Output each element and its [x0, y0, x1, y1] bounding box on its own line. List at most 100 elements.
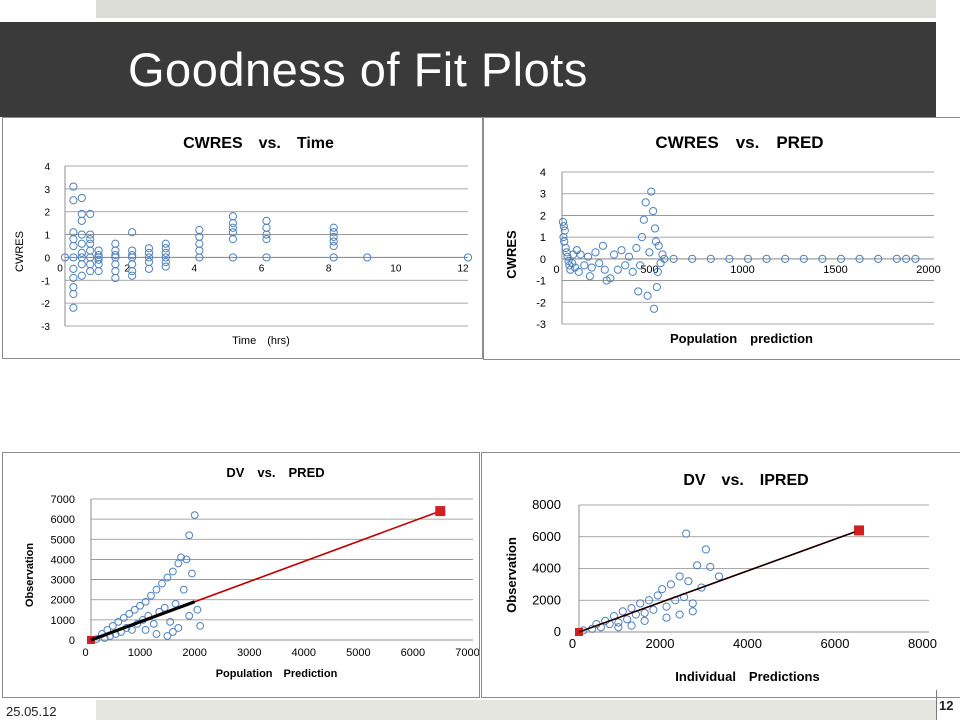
- x-axis-label: Population prediction: [670, 331, 826, 346]
- data-point: [77, 239, 86, 248]
- data-point: [69, 264, 78, 273]
- data-point: [632, 243, 641, 253]
- x-tick-label: 3000: [237, 647, 272, 659]
- data-point: [658, 250, 667, 259]
- y-tick-label: 6000: [51, 514, 86, 526]
- x-tick-label: 2000: [182, 647, 217, 659]
- data-point: [77, 230, 86, 239]
- data-point: [69, 283, 78, 292]
- y-tick-label: 4000: [532, 561, 574, 576]
- data-point: [161, 248, 170, 257]
- x-tick-label: 1000: [730, 264, 765, 276]
- data-point: [69, 182, 78, 191]
- data-point: [114, 617, 123, 626]
- x-axis-label: Individual Predictions: [675, 669, 832, 684]
- data-point: [706, 562, 715, 572]
- data-point: [161, 239, 170, 248]
- y-tick-label: 0: [69, 635, 86, 647]
- footer-band: [96, 700, 936, 720]
- slide-title: Goodness of Fit Plots: [128, 43, 588, 96]
- data-point: [177, 553, 185, 562]
- data-point: [652, 282, 661, 292]
- x-tick-label: 1000: [128, 647, 163, 659]
- x-tick-label: 4000: [733, 636, 775, 651]
- data-point: [86, 235, 95, 244]
- data-point: [640, 608, 649, 618]
- data-point: [141, 626, 150, 634]
- data-point: [185, 611, 194, 620]
- data-point: [669, 254, 678, 263]
- y-tick-label: -3: [536, 319, 557, 331]
- data-point: [558, 217, 568, 227]
- data-point: [195, 225, 204, 235]
- data-point: [69, 235, 78, 244]
- chart-title: DV vs. PRED: [226, 465, 337, 480]
- data-point: [86, 209, 95, 219]
- y-tick-label: -3: [41, 322, 60, 333]
- data-point: [228, 235, 238, 244]
- chart-cwres-vs-pred: -3 -2 -1 0 1 2 3 4 0 500 1000 1500 2000 …: [504, 133, 952, 346]
- data-point: [329, 223, 338, 232]
- data-point: [645, 248, 654, 257]
- data-point: [69, 253, 78, 262]
- chart-panel-cwres-pred: -3 -2 -1 0 1 2 3 4 0 500 1000 1500 2000 …: [483, 117, 960, 360]
- data-point: [329, 241, 338, 251]
- top-decor-band: [96, 0, 936, 18]
- data-point: [228, 219, 238, 228]
- data-point: [147, 591, 155, 600]
- data-point: [762, 254, 771, 263]
- data-point: [228, 212, 238, 221]
- data-point: [111, 239, 120, 248]
- data-point: [168, 628, 177, 636]
- chart-title: CWRES vs. PRED: [655, 133, 840, 152]
- data-point: [644, 596, 654, 605]
- data-point: [781, 254, 790, 263]
- data-point: [69, 273, 78, 283]
- data-point: [688, 254, 697, 263]
- data-point: [161, 253, 170, 262]
- y-tick-label: 4: [540, 167, 557, 179]
- data-point: [128, 228, 137, 237]
- data-point: [580, 261, 589, 270]
- x-tick-label: 10: [390, 263, 411, 274]
- data-point: [651, 237, 661, 246]
- data-point: [161, 262, 170, 271]
- data-point: [69, 196, 78, 205]
- y-tick-label: 3000: [51, 575, 86, 587]
- data-point: [559, 222, 568, 231]
- y-tick-label: 4: [44, 162, 60, 173]
- data-point: [228, 253, 238, 262]
- data-point: [836, 254, 846, 263]
- x-tick-label: 0: [569, 636, 589, 651]
- data-point: [108, 622, 117, 630]
- y-axis-label: CWRES: [14, 220, 26, 272]
- data-point: [329, 237, 338, 246]
- data-point: [179, 585, 188, 594]
- data-point: [563, 252, 572, 261]
- data-point: [911, 254, 920, 263]
- y-axis-label: Observation: [504, 524, 519, 613]
- x-axis-label: Time (hrs): [232, 335, 301, 347]
- data-point: [128, 251, 137, 260]
- data-point: [195, 239, 204, 248]
- x-tick-label: 6000: [821, 636, 863, 651]
- y-tick-label: -1: [41, 276, 60, 287]
- data-point: [262, 253, 271, 262]
- x-tick-label: 6000: [401, 647, 436, 659]
- page-divider: [936, 690, 937, 720]
- x-tick-label: 0: [57, 263, 73, 274]
- data-point: [69, 289, 78, 299]
- data-point: [262, 216, 271, 225]
- data-point: [565, 261, 574, 270]
- x-tick-label: 2000: [916, 264, 951, 276]
- y-tick-label: 3: [540, 189, 557, 201]
- data-point: [111, 260, 120, 269]
- data-point: [262, 230, 271, 239]
- data-point: [329, 228, 338, 237]
- data-point: [161, 257, 170, 267]
- x-tick-label: 5000: [346, 647, 381, 659]
- data-point: [144, 244, 154, 253]
- data-point: [725, 254, 734, 263]
- data-point: [77, 216, 86, 225]
- data-point: [637, 233, 647, 242]
